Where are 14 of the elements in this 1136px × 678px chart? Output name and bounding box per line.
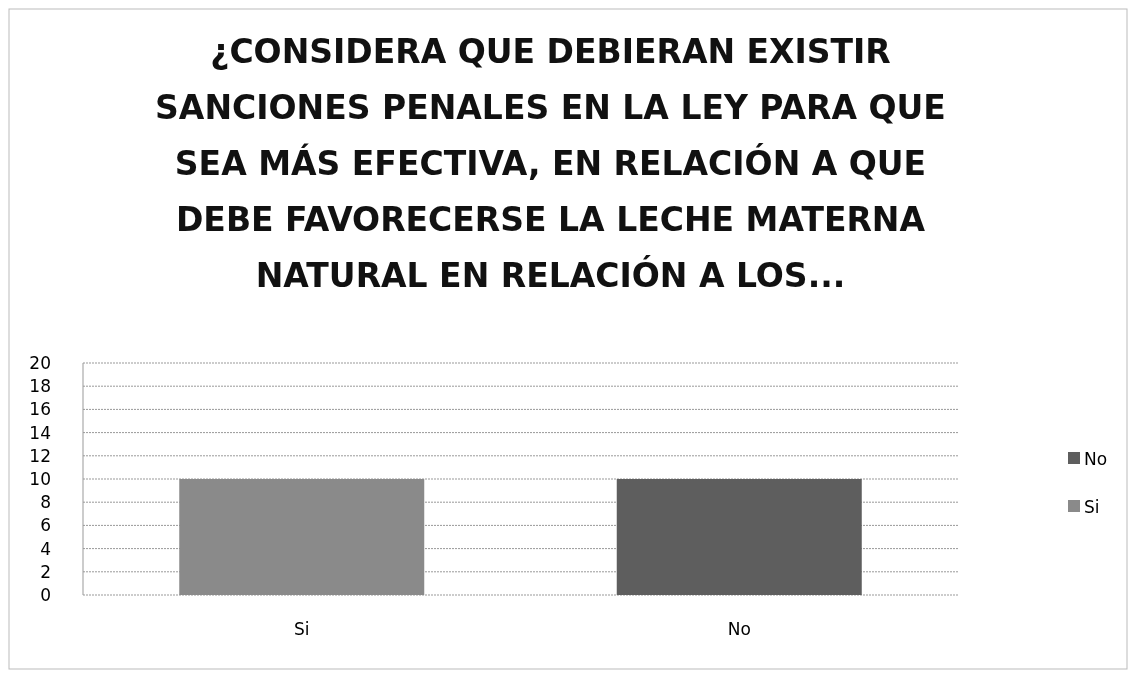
y-tick-label: 6 [40,515,51,536]
chart-title: ¿CONSIDERA QUE DEBIERAN EXISTIR SANCIONES PENALES EN LA LEY PARA QUE SEA MÁS EFECTIVA, EN RELACIÓN A QUE DEBE FAVORECERSE LA LECHE MATERNA NATURAL EN RELACIÓN A LOS... [155,32,946,295]
y-tick-label: 14 [29,422,51,443]
y-tick-label: 10 [29,468,51,489]
y-tick-label: 12 [29,445,51,466]
y-tick-label: 16 [29,399,51,420]
y-tick-label: 2 [40,561,51,582]
legend-label: No [1084,448,1108,469]
y-tick-label: 18 [29,376,51,397]
y-tick-label: 8 [40,492,51,513]
y-tick-label: 0 [40,584,51,605]
y-tick-label: 4 [40,538,51,559]
y-tick-label: 20 [29,352,51,373]
legend-label: Si [1084,496,1100,517]
